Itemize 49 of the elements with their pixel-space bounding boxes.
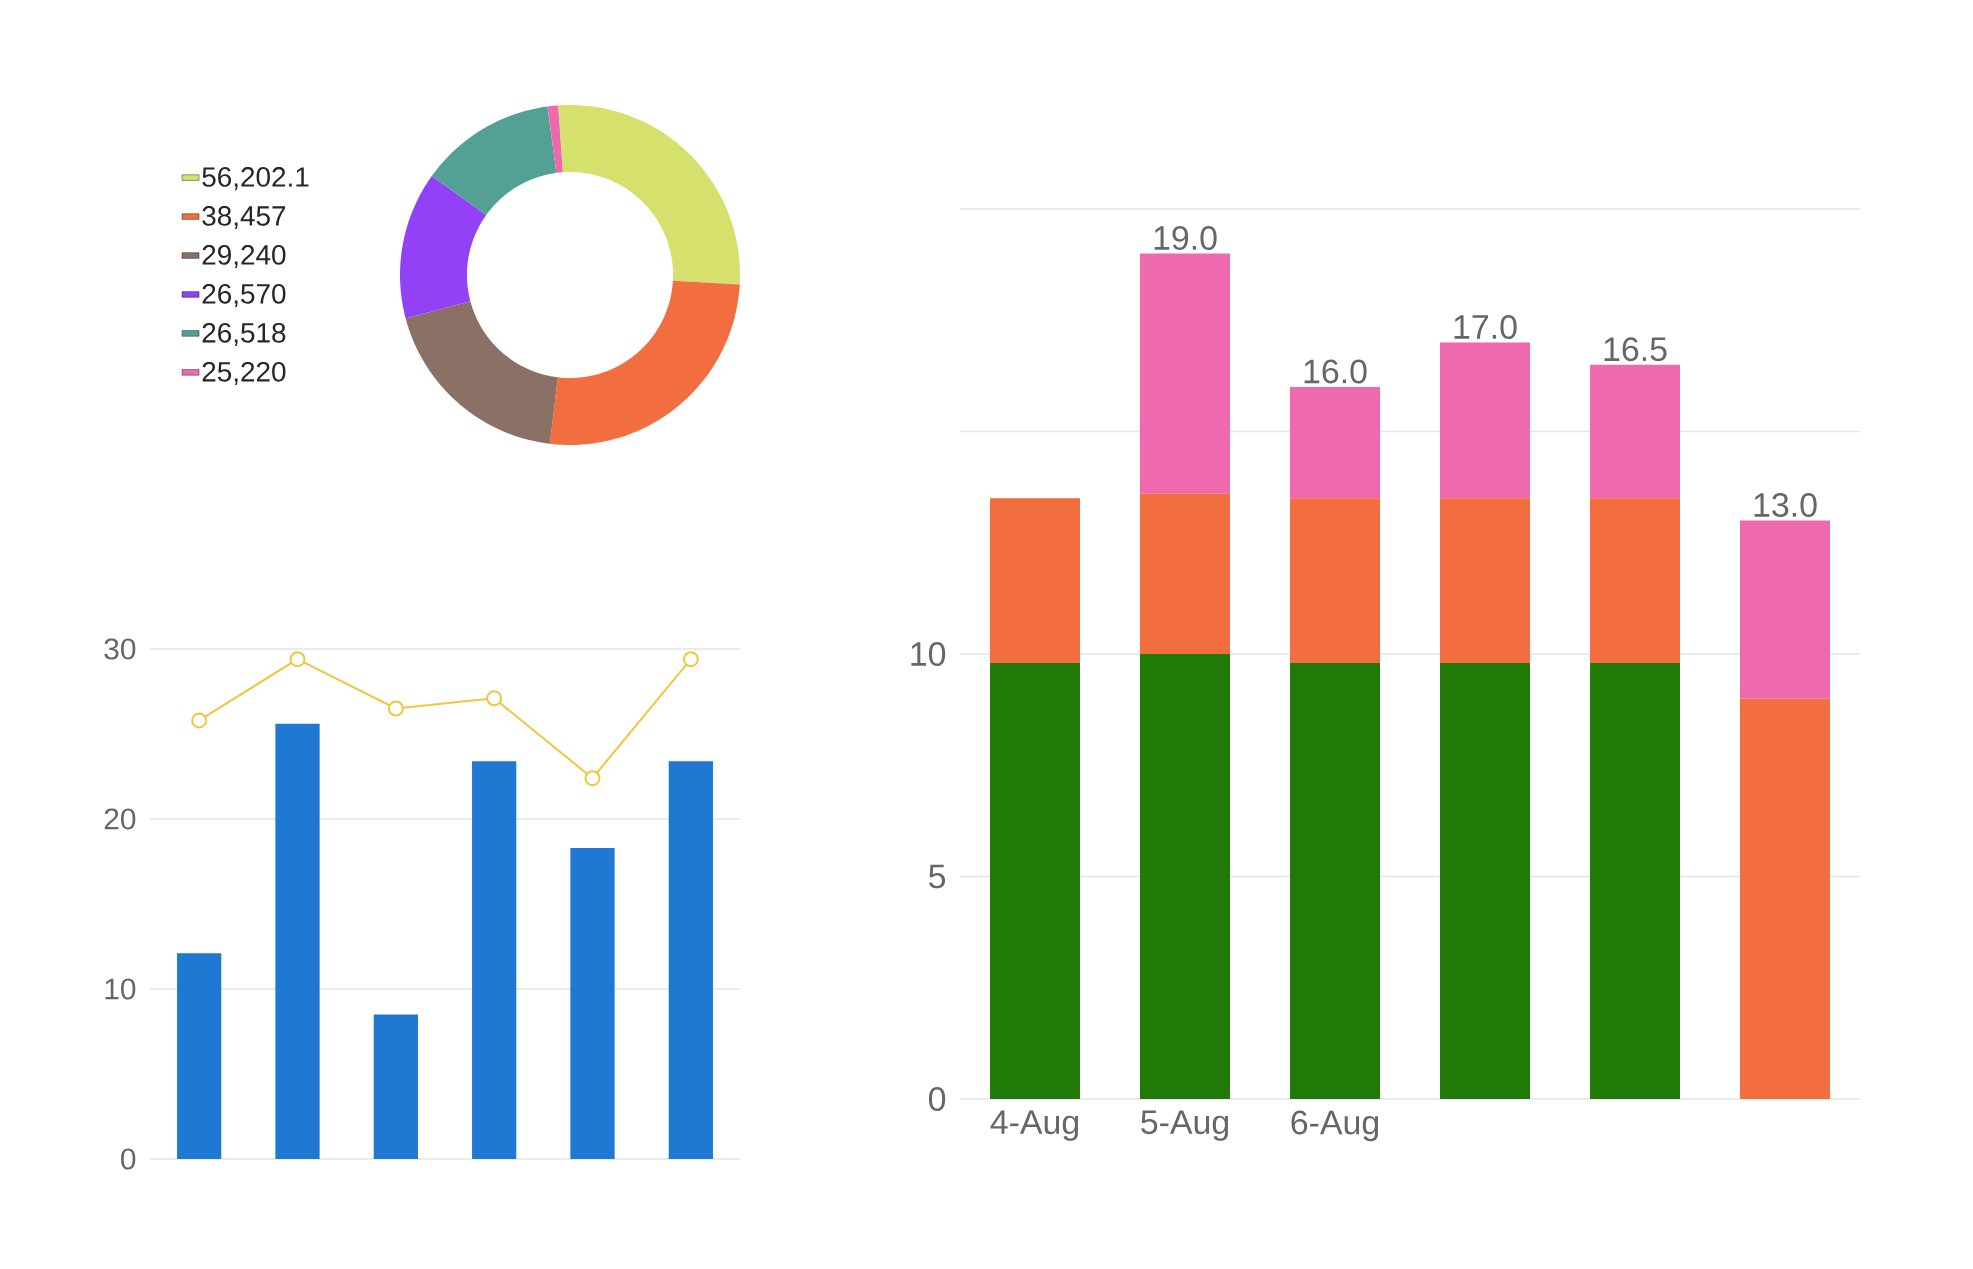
x-tick-label: 6-Aug [1291,1110,1379,1142]
bar [1590,498,1681,663]
point [486,690,503,707]
bar [1590,364,1681,499]
bar [1290,498,1381,663]
bar [1740,520,1831,699]
x-tick-label: 5-Aug [1141,1110,1229,1141]
y-tick-label: 5 [929,864,946,889]
bar [1440,662,1531,1099]
bar [373,1014,418,1159]
point [682,651,699,668]
point [191,712,208,729]
bar [1290,662,1381,1099]
bar [1140,493,1231,654]
bar [472,761,517,1159]
y-tick-label: 10 [911,641,946,666]
legend-label: 26,518 [202,322,286,346]
total-label: 16.0 [1304,359,1367,384]
bar [990,498,1081,663]
y-tick-label: 10 [105,978,136,1000]
y-tick-label: 30 [104,638,136,660]
total-label: 19.0 [1154,225,1217,250]
y-tick-label: 0 [928,1087,946,1111]
x-tick-label: 4-Aug [990,1110,1079,1141]
total-label: 17.0 [1454,314,1517,339]
bar [275,723,320,1159]
bar [668,761,713,1159]
bar [990,662,1081,1099]
total-label: 13.0 [1754,492,1817,517]
legend-label: 56,202.1 [202,167,309,191]
legend-label: 29,240 [202,245,286,269]
bar [1140,253,1231,494]
y-tick-label: 20 [104,808,136,830]
legend-label: 26,570 [202,283,286,308]
point [584,770,601,787]
point [387,700,404,717]
bar [1440,498,1531,663]
bar [1440,342,1531,499]
bar [1140,653,1231,1099]
point [289,651,306,668]
total-label: 16.5 [1604,337,1667,362]
bar [570,847,615,1159]
bar [1740,698,1831,1099]
legend-label: 38,457 [202,206,286,230]
y-tick-label: 0 [121,1148,136,1170]
bar [1590,662,1681,1099]
bar [1290,386,1381,499]
legend-label: 25,220 [202,361,286,385]
bar [177,953,222,1159]
